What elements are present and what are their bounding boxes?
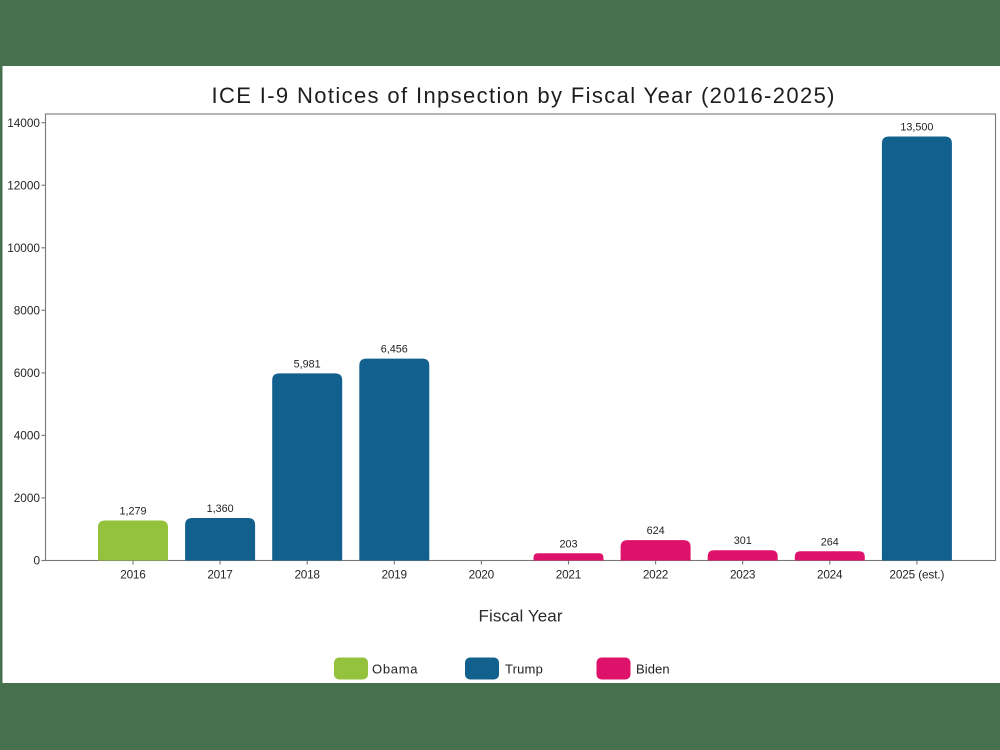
svg-text:2024: 2024: [817, 568, 843, 582]
svg-text:2023: 2023: [730, 568, 756, 582]
svg-text:301: 301: [734, 535, 752, 547]
svg-text:Biden: Biden: [636, 662, 670, 677]
svg-text:0: 0: [33, 554, 40, 568]
svg-text:1,360: 1,360: [207, 503, 234, 515]
svg-text:2018: 2018: [294, 568, 320, 582]
svg-text:2020: 2020: [469, 568, 495, 582]
svg-text:ICE I-9 Notices of Inpsection: ICE I-9 Notices of Inpsection by Fiscal …: [212, 83, 835, 108]
svg-text:2025 (est.): 2025 (est.): [889, 568, 944, 582]
svg-text:8000: 8000: [14, 304, 41, 318]
svg-text:264: 264: [821, 536, 839, 548]
svg-text:624: 624: [647, 525, 665, 537]
svg-text:6000: 6000: [14, 366, 41, 380]
svg-text:203: 203: [559, 538, 577, 550]
svg-text:2019: 2019: [382, 568, 408, 582]
svg-text:12000: 12000: [7, 178, 40, 192]
svg-text:2022: 2022: [643, 568, 669, 582]
svg-text:2000: 2000: [14, 491, 41, 505]
svg-text:13,500: 13,500: [900, 122, 933, 134]
svg-text:10000: 10000: [7, 241, 40, 255]
svg-text:14000: 14000: [7, 116, 40, 130]
svg-text:2016: 2016: [120, 568, 146, 582]
svg-text:2017: 2017: [207, 568, 233, 582]
svg-text:Trump: Trump: [505, 662, 543, 677]
svg-text:2021: 2021: [556, 568, 582, 582]
svg-text:Fiscal Year: Fiscal Year: [479, 607, 563, 626]
svg-text:5,981: 5,981: [294, 358, 321, 370]
svg-text:Obama: Obama: [372, 662, 418, 677]
svg-text:4000: 4000: [14, 429, 41, 443]
svg-text:6,456: 6,456: [381, 344, 408, 356]
svg-text:1,279: 1,279: [119, 506, 146, 518]
